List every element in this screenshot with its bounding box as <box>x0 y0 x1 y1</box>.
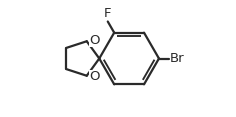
Text: O: O <box>89 34 99 47</box>
Text: Br: Br <box>170 52 185 65</box>
Text: O: O <box>89 70 99 83</box>
Text: F: F <box>104 7 112 20</box>
